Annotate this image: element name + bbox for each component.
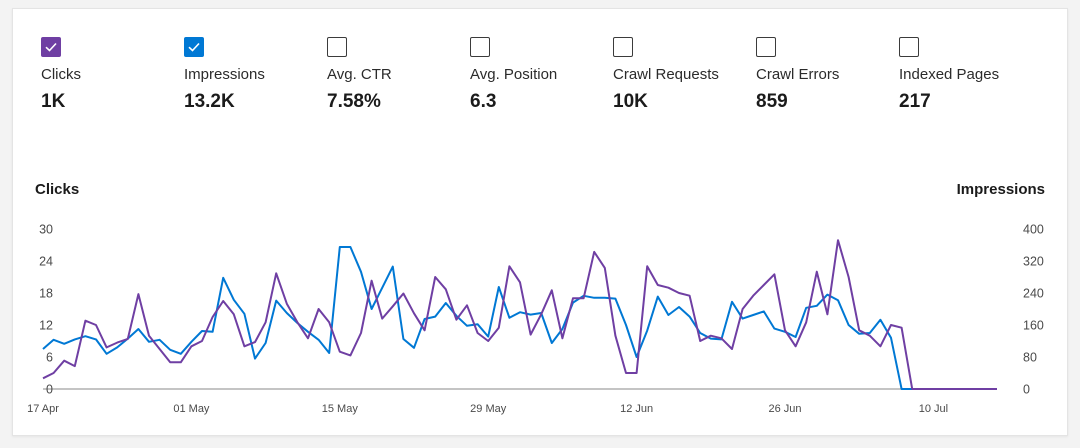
metric-value: 7.58%	[327, 91, 381, 112]
right-tick-label: 320	[1023, 255, 1044, 269]
right-tick-label: 400	[1023, 223, 1044, 237]
metric-value: 1K	[41, 91, 66, 112]
metric-label: Crawl Errors	[756, 66, 840, 83]
metric-value: 6.3	[470, 91, 497, 112]
left-tick-label: 18	[39, 287, 53, 301]
x-tick-label: 12 Jun	[620, 403, 653, 415]
right-tick-label: 240	[1023, 287, 1044, 301]
metric-crawl-requests[interactable]: Crawl Requests 10K	[613, 37, 753, 113]
clicks-checkbox[interactable]	[41, 37, 61, 57]
metric-value: 217	[899, 91, 931, 112]
metric-label: Avg. CTR	[327, 66, 392, 83]
avg-ctr-checkbox[interactable]	[327, 37, 347, 57]
performance-chart: 0 6 12 18 24 30 0 80 160 240 320 400 17 Apr 01 May 15 …	[27, 223, 1044, 416]
metric-indexed-pages[interactable]: Indexed Pages 217	[899, 37, 1039, 113]
metric-avg-position[interactable]: Avg. Position 6.3	[470, 37, 610, 113]
left-tick-label: 12	[39, 319, 53, 333]
right-axis-title: Impressions	[956, 181, 1045, 198]
left-tick-label: 30	[39, 223, 53, 237]
impressions-series-line	[42, 246, 997, 390]
x-tick-label: 15 May	[322, 403, 359, 415]
metric-value: 13.2K	[184, 91, 235, 112]
x-tick-label: 26 Jun	[768, 403, 801, 415]
left-axis-title: Clicks	[35, 181, 80, 198]
left-tick-label: 24	[39, 255, 53, 269]
metric-label: Avg. Position	[470, 66, 558, 83]
metric-avg-ctr[interactable]: Avg. CTR 7.58%	[327, 37, 467, 113]
metric-label: Impressions	[184, 66, 265, 83]
metric-label: Clicks	[41, 66, 81, 83]
indexed-pages-checkbox[interactable]	[899, 37, 919, 57]
metric-value: 859	[756, 91, 788, 112]
x-tick-label: 17 Apr	[27, 403, 59, 415]
check-icon	[45, 42, 57, 52]
avg-position-checkbox[interactable]	[470, 37, 490, 57]
metric-crawl-errors[interactable]: Crawl Errors 859	[756, 37, 896, 113]
metric-label: Crawl Requests	[613, 66, 719, 83]
performance-card: Clicks 1K Impressions 13.2K Avg. CTR 7.5…	[12, 8, 1068, 436]
right-tick-label: 0	[1023, 383, 1030, 397]
check-icon	[188, 42, 200, 52]
x-tick-label: 29 May	[470, 403, 507, 415]
left-tick-label: 6	[46, 351, 53, 365]
x-tick-label: 10 Jul	[919, 403, 948, 415]
clicks-series-line	[42, 239, 997, 390]
metric-label: Indexed Pages	[899, 66, 1000, 83]
right-tick-label: 80	[1023, 351, 1037, 365]
right-tick-label: 160	[1023, 319, 1044, 333]
crawl-errors-checkbox[interactable]	[756, 37, 776, 57]
metric-impressions[interactable]: Impressions 13.2K	[184, 37, 324, 113]
x-tick-label: 01 May	[173, 403, 210, 415]
crawl-requests-checkbox[interactable]	[613, 37, 633, 57]
metric-value: 10K	[613, 91, 648, 112]
impressions-checkbox[interactable]	[184, 37, 204, 57]
metric-clicks[interactable]: Clicks 1K	[41, 37, 181, 113]
left-tick-label: 0	[46, 383, 53, 397]
